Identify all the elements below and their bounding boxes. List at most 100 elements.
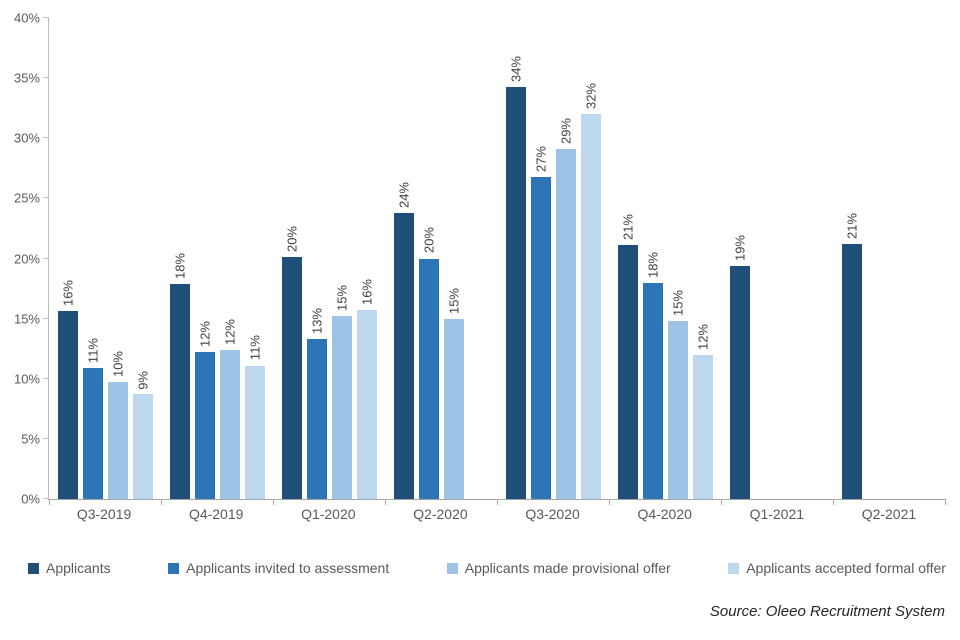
bar-value-label: 15% [670, 290, 685, 317]
x-axis-label: Q4-2019 [188, 506, 244, 522]
bar-series-3 [555, 149, 576, 499]
y-axis-tick [43, 257, 49, 259]
legend-swatch-icon [168, 562, 180, 574]
bar-value-label: 13% [309, 308, 324, 335]
legend-label: Applicants accepted formal offer [746, 560, 946, 576]
bar-group-q4-2020: 21% 18% 15% 12% [609, 18, 721, 499]
legend-label: Applicants made provisional offer [464, 560, 671, 576]
x-axis-label: Q2-2020 [413, 506, 468, 522]
x-axis-label: Q3-2019 [76, 506, 132, 522]
plot-area: 16% 11% 10% 9% 18% 12% 12% 11% 20% 13% 15% 16% 24% 20… [14, 11, 946, 507]
bar-slot: 20% [418, 18, 439, 499]
legend: Applicants Applicants invited to assessme… [28, 560, 946, 576]
bar-group-q4-2019: 18% 12% 12% 11% [161, 18, 273, 499]
bar-value-label: 19% [732, 234, 747, 261]
bar-slot: 12% [194, 18, 215, 499]
y-axis-tick [43, 197, 49, 199]
bar-group-q3-2019: 16% 11% 10% 9% [49, 18, 161, 499]
bar-value-label: 20% [421, 227, 436, 254]
bar-series-2 [306, 339, 327, 499]
y-axis-tick [43, 77, 49, 79]
bar-value-label: 27% [533, 145, 548, 172]
bar-value-label: 10% [110, 351, 125, 378]
bar-series-2 [418, 258, 439, 499]
legend-item: Applicants made provisional offer [446, 560, 671, 576]
bar-series-2 [642, 282, 663, 499]
bar-slot: 18% [169, 18, 190, 499]
bar-slot [805, 18, 825, 499]
bar-slot [755, 18, 775, 499]
bar-series-3 [219, 349, 240, 499]
bar-value-label: 21% [844, 213, 859, 240]
bar-series-2 [194, 352, 215, 499]
bar-slot: 21% [841, 18, 862, 499]
y-axis-tick [43, 17, 49, 18]
bar-value-label: 29% [558, 118, 573, 145]
y-axis-tick [43, 498, 49, 499]
bar-value-label: 9% [135, 370, 150, 390]
x-axis-tick [272, 499, 274, 505]
y-axis-tick [43, 317, 49, 319]
bar-value-label: 16% [359, 279, 374, 306]
bar-slot: 16% [356, 18, 377, 499]
bar-series-1 [505, 86, 526, 499]
x-axis-label: Q1-2021 [749, 506, 805, 522]
bar-value-label: 15% [334, 285, 349, 312]
bar-slot: 15% [667, 18, 688, 499]
y-axis-tick-label: 10% [13, 371, 40, 387]
legend-label: Applicants [46, 560, 111, 576]
bar-series-3 [443, 318, 464, 499]
bar-value-label: 11% [85, 337, 100, 363]
bar-slot: 12% [219, 18, 240, 499]
bar-value-label: 18% [645, 251, 660, 278]
legend-item: Applicants [28, 560, 111, 576]
bar-series-1 [729, 265, 750, 499]
bar-slot: 24% [393, 18, 414, 499]
x-axis-tick [48, 499, 50, 505]
y-axis-tick-label: 35% [13, 70, 40, 86]
x-axis-tick [832, 499, 834, 505]
bar-series-4 [580, 114, 601, 499]
bar-value-label: 32% [583, 83, 598, 110]
x-axis-label: Q4-2020 [637, 506, 692, 522]
bar-slot: 10% [107, 18, 128, 499]
x-axis-label: Q3-2020 [525, 506, 580, 522]
bar-value-label: 18% [172, 252, 187, 279]
bar-series-1 [841, 244, 862, 499]
source-note: Source: Oleeo Recruitment System [709, 603, 945, 620]
y-axis-tick-label: 5% [21, 431, 40, 447]
legend-item: Applicants accepted formal offer [728, 560, 946, 576]
bar-value-label: 21% [620, 214, 635, 241]
x-axis-tick [384, 499, 386, 505]
bar-value-label: 20% [284, 226, 299, 253]
bar-slot [469, 18, 489, 499]
bar-slot: 32% [580, 18, 601, 499]
bar-value-label: 12% [695, 323, 710, 350]
bar-slot: 19% [729, 18, 750, 499]
x-axis-labels: Q3-2019 Q4-2019 Q1-2020 Q2-2020 Q3-2020 Q4-20… [48, 506, 945, 522]
bar-value-label: 11% [247, 335, 262, 361]
bar-slot: 15% [443, 18, 464, 499]
bar-slot [780, 18, 800, 499]
bar-group-q2-2021: 21% [833, 18, 945, 499]
bar-slot: 21% [617, 18, 638, 499]
bar-series-1 [617, 245, 638, 499]
y-axis-tick-label: 40% [13, 10, 40, 26]
bar-series-4 [244, 365, 265, 499]
bar-series-2 [530, 176, 551, 499]
bar-series-3 [107, 382, 128, 499]
bar-slot: 16% [57, 18, 78, 499]
bar-series-4 [132, 394, 153, 499]
x-axis-tick [720, 499, 722, 505]
bar-series-3 [331, 316, 352, 499]
y-axis-tick [43, 437, 49, 439]
x-axis-tick [944, 499, 946, 505]
bar-series-4 [692, 354, 713, 499]
bar-value-label: 15% [446, 287, 461, 314]
bar-value-label: 16% [60, 280, 75, 307]
bar-value-label: 12% [222, 318, 237, 345]
bar-series-1 [393, 212, 414, 499]
bar-group-q3-2020: 34% 27% 29% 32% [497, 18, 609, 499]
bar-slot: 18% [642, 18, 663, 499]
